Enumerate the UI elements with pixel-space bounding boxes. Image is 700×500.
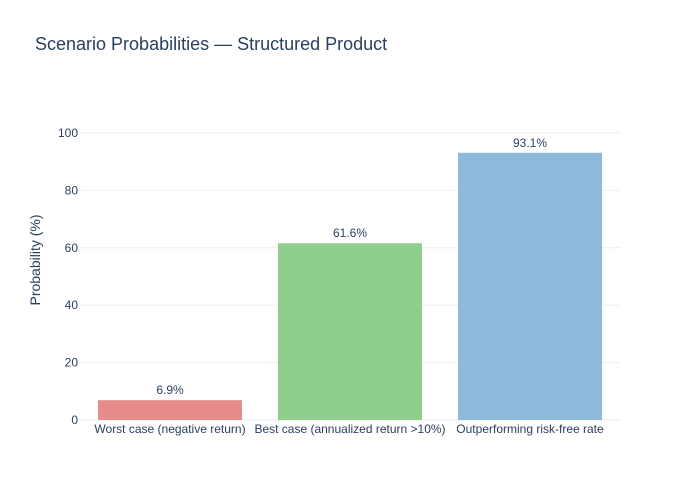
data-labels: 6.9% 61.6% 93.1% bbox=[156, 136, 547, 397]
y-tick-label: 60 bbox=[65, 241, 79, 255]
x-tick-label: Outperforming risk-free rate bbox=[456, 422, 604, 436]
y-tick-label: 100 bbox=[58, 126, 78, 140]
y-tick-label: 40 bbox=[65, 298, 79, 312]
bar-data-label: 6.9% bbox=[156, 383, 184, 397]
x-tick-label: Worst case (negative return) bbox=[94, 422, 245, 436]
y-axis-label: Probability (%) bbox=[27, 214, 43, 305]
y-tick-label: 0 bbox=[71, 413, 78, 427]
x-axis-ticks: Worst case (negative return) Best case (a… bbox=[94, 422, 604, 436]
bar bbox=[458, 152, 602, 421]
chart-title: Scenario Probabilities — Structured Prod… bbox=[35, 34, 387, 54]
y-axis-ticks: 0 20 40 60 80 100 bbox=[58, 126, 78, 427]
y-tick-label: 80 bbox=[65, 183, 79, 197]
bar-data-label: 93.1% bbox=[513, 136, 547, 150]
bar-data-label: 61.6% bbox=[333, 226, 367, 240]
bars bbox=[98, 152, 602, 421]
bar bbox=[278, 243, 422, 420]
x-tick-label: Best case (annualized return >10%) bbox=[254, 422, 445, 436]
bar bbox=[98, 400, 242, 420]
y-tick-label: 20 bbox=[65, 356, 79, 370]
